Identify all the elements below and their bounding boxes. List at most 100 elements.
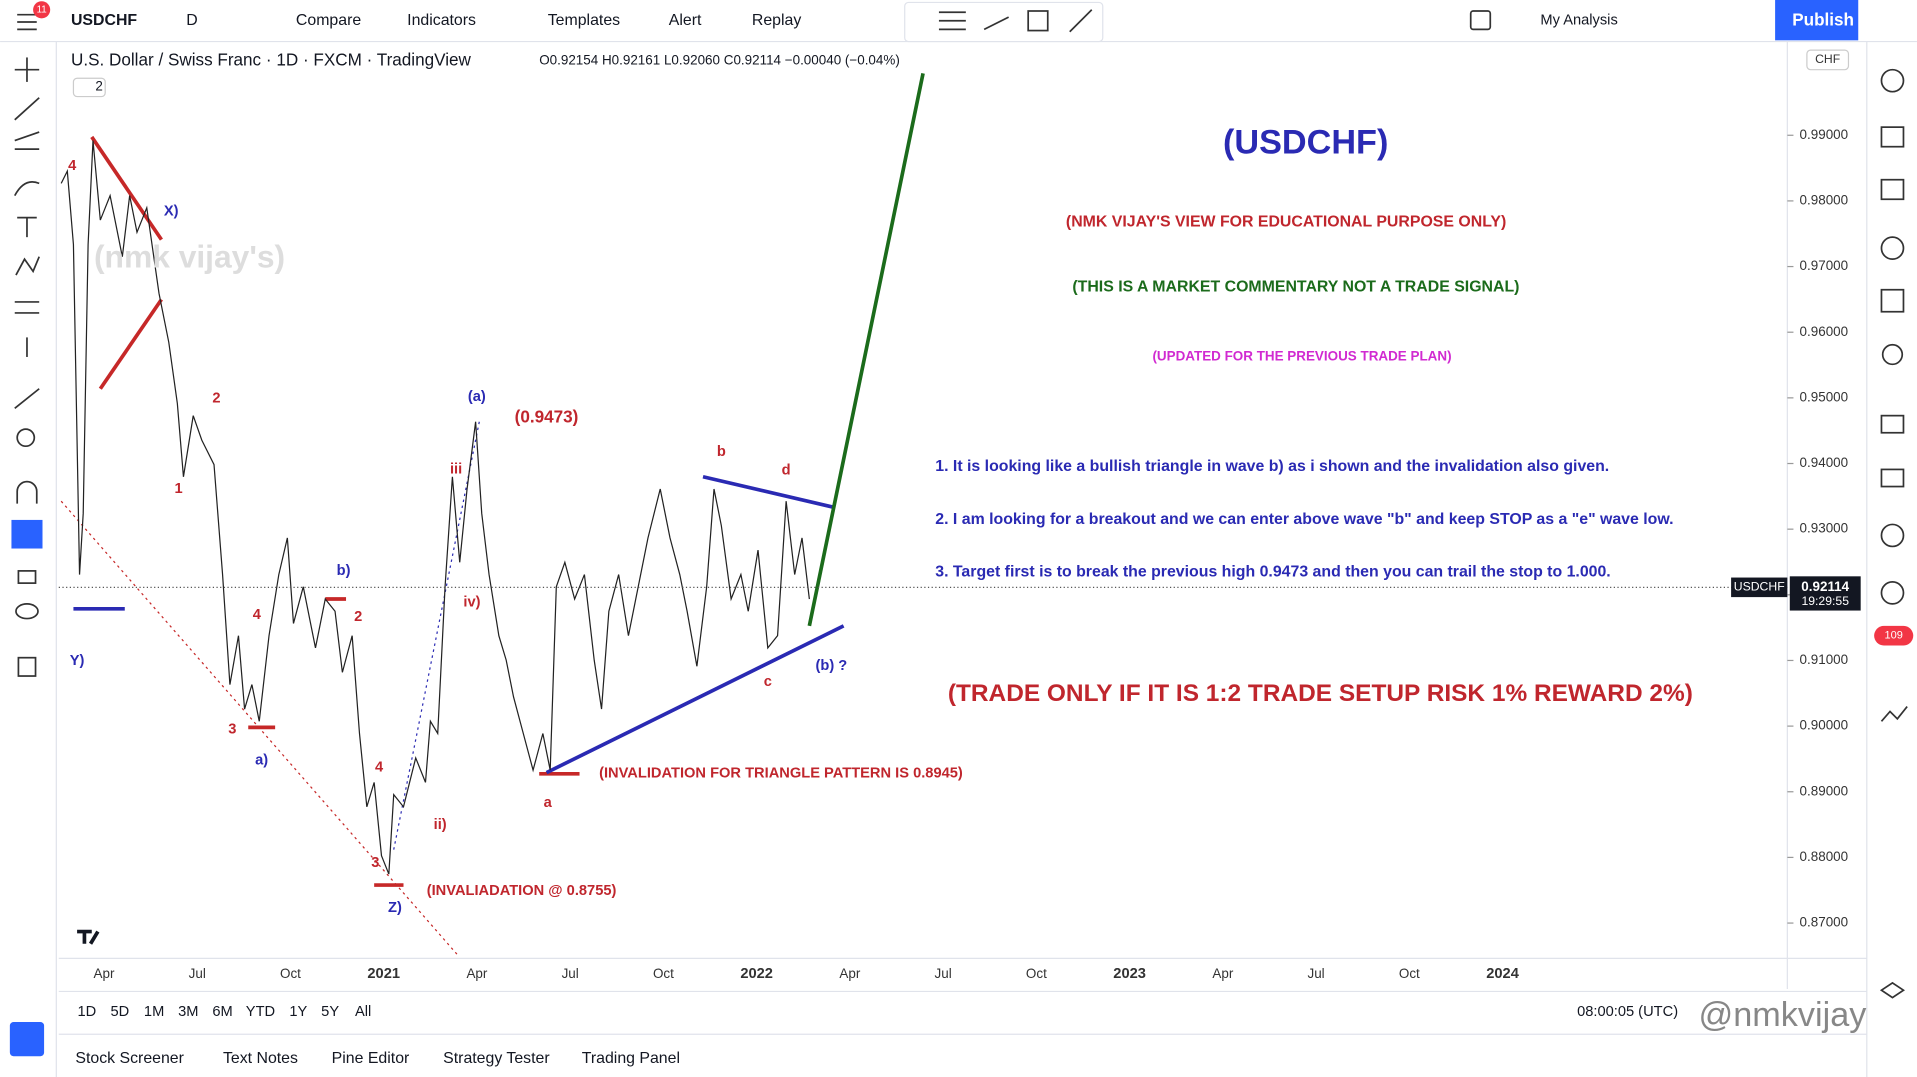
wave-label: a xyxy=(544,795,553,811)
drawings xyxy=(60,72,925,957)
wave-label: Y) xyxy=(70,653,85,669)
y-tick-label: 0.97000 xyxy=(1800,258,1849,273)
bottom-tab[interactable]: Trading Panel xyxy=(582,1050,680,1067)
y-tick-label: 0.87000 xyxy=(1800,915,1849,930)
x-tick-label: 2023 xyxy=(1113,966,1146,982)
y-tick-label: 0.93000 xyxy=(1800,521,1849,536)
range-button[interactable]: 1Y xyxy=(289,1004,307,1020)
wave-label: 1 xyxy=(174,481,182,497)
y-tick-label: 0.89000 xyxy=(1800,783,1849,798)
wave-label: b) xyxy=(337,563,351,579)
last-price: 0.92114 xyxy=(1801,579,1849,594)
publish-button[interactable] xyxy=(1775,0,1859,41)
toolbar-item[interactable]: Indicators xyxy=(407,12,476,29)
currency-badge[interactable] xyxy=(1806,49,1850,71)
star-button[interactable] xyxy=(9,1021,45,1057)
range-button[interactable]: 5D xyxy=(111,1004,130,1020)
drawing-toolbar xyxy=(904,1,1104,43)
wave-label: 4 xyxy=(253,607,262,623)
wave-label: a) xyxy=(255,752,268,768)
plan-point: 2. I am looking for a breakout and we ca… xyxy=(935,511,1673,528)
y-tick-label: 0.96000 xyxy=(1800,324,1849,339)
x-tick-label: Apr xyxy=(1212,966,1233,981)
bottom-tab[interactable]: Text Notes xyxy=(223,1050,298,1067)
publish-label[interactable]: Publish xyxy=(1792,10,1854,29)
y-tick-label: 0.94000 xyxy=(1800,455,1849,470)
bottom-tab[interactable]: Pine Editor xyxy=(332,1050,410,1067)
tv-logo xyxy=(77,929,100,945)
toolbar-item[interactable]: Alert xyxy=(669,12,702,29)
notification-badge xyxy=(33,1,51,19)
annotation: (INVALIADATION @ 0.8755) xyxy=(427,883,617,899)
x-tick-label: Apr xyxy=(94,966,115,981)
x-tick-label: Oct xyxy=(653,966,674,981)
plan-point: 3. Target first is to break the previous… xyxy=(935,563,1610,580)
left-tools[interactable] xyxy=(11,57,43,677)
menu-icon[interactable] xyxy=(17,13,37,31)
wave-label: (0.9473) xyxy=(515,408,579,427)
range-button[interactable]: 6M xyxy=(212,1004,232,1020)
wave-label: (b) ? xyxy=(815,658,847,674)
currency: CHF xyxy=(1815,52,1840,66)
range-button[interactable]: 1M xyxy=(144,1004,164,1020)
plan-point: 1. It is looking like a bullish triangle… xyxy=(935,458,1609,475)
y-tick-label: 0.91000 xyxy=(1800,652,1849,667)
x-tick-label: Oct xyxy=(1399,966,1420,981)
x-tick-label: Jul xyxy=(935,966,952,981)
toolbar-item[interactable]: Templates xyxy=(548,12,620,29)
toolbar-item[interactable]: Compare xyxy=(296,12,361,29)
y-tick-label: 0.90000 xyxy=(1800,718,1849,733)
range-button[interactable]: YTD xyxy=(246,1004,275,1020)
clock: 08:00:05 (UTC) xyxy=(1577,1004,1678,1020)
bottom-tab[interactable]: Strategy Tester xyxy=(443,1050,550,1067)
legend-title: U.S. Dollar / Swiss Franc · 1D · FXCM · … xyxy=(71,51,472,70)
symbol-tag xyxy=(1731,577,1788,598)
toolbar-item[interactable]: Replay xyxy=(752,12,801,29)
range-button[interactable]: 1D xyxy=(78,1004,97,1020)
range-button[interactable]: 5Y xyxy=(321,1004,339,1020)
x-tick-label: Apr xyxy=(466,966,487,981)
indicators-count: 2 xyxy=(95,78,102,93)
alerts-count: 109 xyxy=(1885,630,1903,642)
x-tick-label: Jul xyxy=(562,966,579,981)
wave-label: 2 xyxy=(354,609,362,625)
annotation: (THIS IS A MARKET COMMENTARY NOT A TRADE… xyxy=(1072,278,1519,295)
annotation: (TRADE ONLY IF IT IS 1:2 TRADE SETUP RIS… xyxy=(948,680,1693,707)
symbol-tag-label: USDCHF xyxy=(1734,580,1785,594)
annotation: (INVALIDATION FOR TRIANGLE PATTERN IS 0.… xyxy=(599,766,963,782)
wave-label: 2 xyxy=(212,390,220,406)
price-box xyxy=(1789,576,1861,611)
wave-label: b xyxy=(717,444,726,460)
wave-label: ii) xyxy=(434,817,447,833)
layout-icon[interactable] xyxy=(1469,10,1492,31)
drawing-tools[interactable] xyxy=(938,9,1093,33)
wave-label: c xyxy=(764,674,772,690)
x-tick-label: Oct xyxy=(1026,966,1047,981)
wave-label: 4 xyxy=(68,158,77,174)
right-tools[interactable] xyxy=(1879,68,1908,999)
indicators-toggle[interactable] xyxy=(72,77,106,98)
wave-label: d xyxy=(782,463,791,479)
wave-label: 4 xyxy=(375,760,384,776)
badge-count: 11 xyxy=(37,4,47,15)
y-tick-label: 0.99000 xyxy=(1800,127,1849,142)
wave-label: (a) xyxy=(468,389,486,405)
x-tick-label: 2024 xyxy=(1486,966,1519,982)
wave-label: iii xyxy=(450,461,462,477)
x-tick-label: 2022 xyxy=(740,966,773,982)
range-button[interactable]: 3M xyxy=(178,1004,198,1020)
alerts-badge xyxy=(1874,625,1914,646)
y-tick-label: 0.98000 xyxy=(1800,192,1849,207)
wave-label: iv) xyxy=(463,595,480,611)
x-tick-label: 2021 xyxy=(367,966,400,982)
layout-name[interactable]: My Analysis xyxy=(1540,13,1617,29)
bottom-tab[interactable]: Stock Screener xyxy=(75,1050,184,1067)
watermark: (nmk vijay's) xyxy=(94,239,285,275)
interval[interactable]: D xyxy=(186,12,197,29)
range-button[interactable]: All xyxy=(355,1004,371,1020)
price-line xyxy=(60,140,810,875)
symbol[interactable]: USDCHF xyxy=(71,12,137,29)
user-watermark: @nmkvijay xyxy=(1699,996,1868,1034)
